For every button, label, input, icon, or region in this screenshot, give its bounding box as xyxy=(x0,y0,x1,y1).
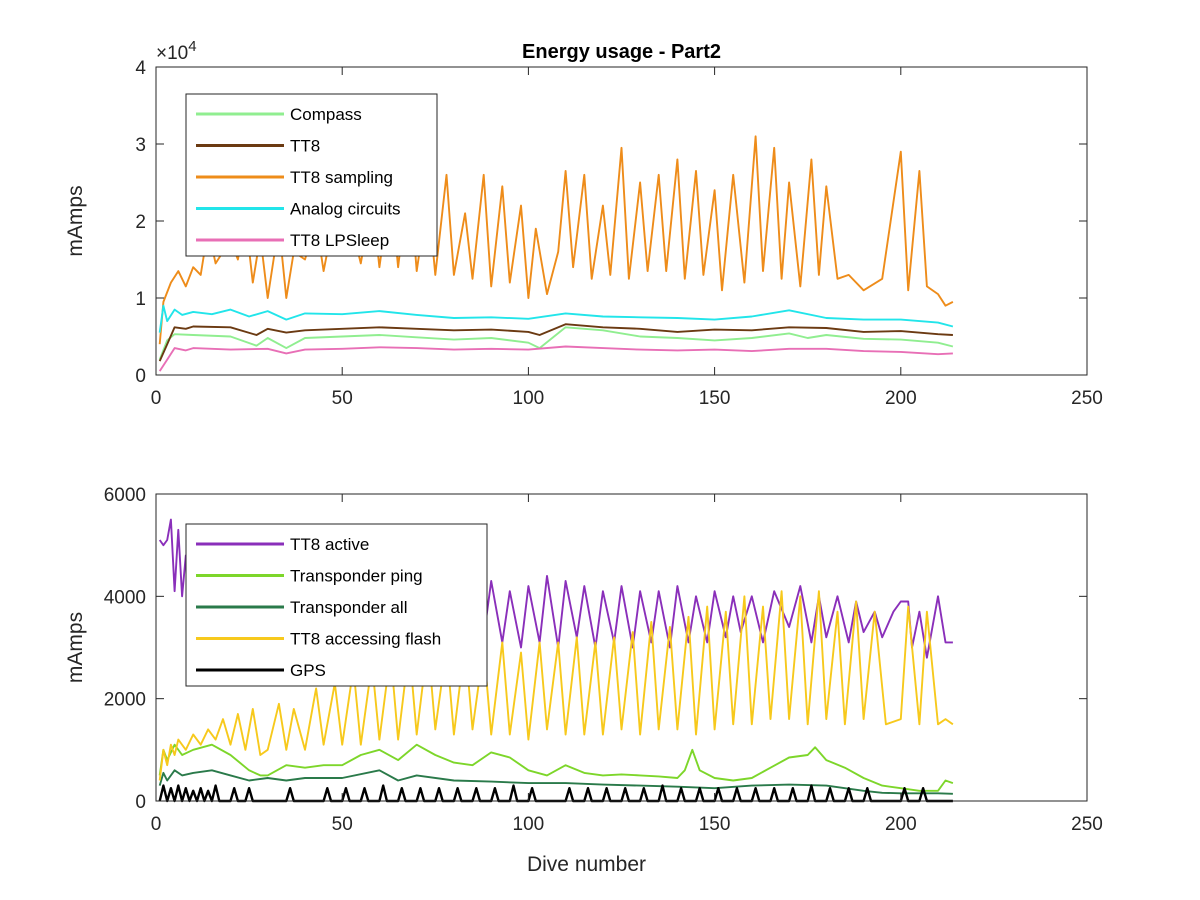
y-exponent-label: ×104 xyxy=(156,38,197,64)
chart-1: 0 50 100 150 200 250 0 1 2 3 4 ×104 Energy usage - P… xyxy=(64,38,1103,409)
y-tick-label: 6000 xyxy=(104,485,146,506)
y-tick-label: 4000 xyxy=(104,587,146,608)
x-tick-label: 200 xyxy=(885,814,917,835)
y-tick-label: 4 xyxy=(135,58,146,79)
legend-label: Compass xyxy=(290,105,362,124)
y-tick-label: 3 xyxy=(135,135,146,156)
series-line-transponder-all xyxy=(158,769,953,795)
y-tick-label: 0 xyxy=(135,366,146,387)
x-tick-label: 50 xyxy=(332,814,353,835)
x-tick-label: 0 xyxy=(151,814,162,835)
legend-label: TT8 xyxy=(290,137,320,156)
y-tick-label: 2 xyxy=(135,212,146,233)
legend-box xyxy=(185,523,488,687)
legend: TT8 active Transponder ping Transponder al… xyxy=(185,523,488,687)
series-line-analog-circuits xyxy=(158,304,954,333)
legend-label: TT8 sampling xyxy=(290,168,393,187)
x-tick-label: 0 xyxy=(151,388,162,409)
x-tick-label: 250 xyxy=(1071,388,1103,409)
legend-label: TT8 LPSleep xyxy=(290,231,389,250)
x-tick-label: 50 xyxy=(332,388,353,409)
legend-label: Transponder all xyxy=(290,598,408,617)
series-line-tt8-lpsleep xyxy=(158,345,953,372)
x-tick-label: 250 xyxy=(1071,814,1103,835)
legend-label: TT8 accessing flash xyxy=(290,630,441,649)
y-tick-label: 0 xyxy=(135,792,146,813)
y-axis-label: mAmps xyxy=(64,612,87,683)
series-line-tt8 xyxy=(158,323,953,362)
legend-label: GPS xyxy=(290,661,326,680)
series-line-tt8-accessing-flash xyxy=(158,590,954,781)
y-axis-label: mAmps xyxy=(64,185,87,256)
x-tick-label: 100 xyxy=(513,388,545,409)
x-tick-label: 100 xyxy=(513,814,545,835)
legend-box xyxy=(185,93,438,257)
y-tick-label: 2000 xyxy=(104,690,146,711)
y-tick-label: 1 xyxy=(135,289,146,310)
legend: Compass TT8 TT8 sampling Analog circuits TT8… xyxy=(185,93,438,257)
series-line-compass xyxy=(158,326,954,360)
axes-frame xyxy=(155,493,1088,802)
chart-2: 0 50 100 150 200 250 0 2000 4000 6000 mAmps Dive nu… xyxy=(64,485,1103,876)
legend-label: TT8 active xyxy=(290,535,369,554)
chart-title: Energy usage - Part2 xyxy=(522,41,721,63)
legend-label: Transponder ping xyxy=(290,567,423,586)
legend-label: Analog circuits xyxy=(290,200,401,219)
x-axis-label: Dive number xyxy=(527,853,646,876)
x-tick-label: 150 xyxy=(699,814,731,835)
series-line-tt8-sampling xyxy=(158,135,954,345)
x-tick-label: 200 xyxy=(885,388,917,409)
x-tick-label: 150 xyxy=(699,388,731,409)
series-line-transponder-ping xyxy=(158,743,954,792)
